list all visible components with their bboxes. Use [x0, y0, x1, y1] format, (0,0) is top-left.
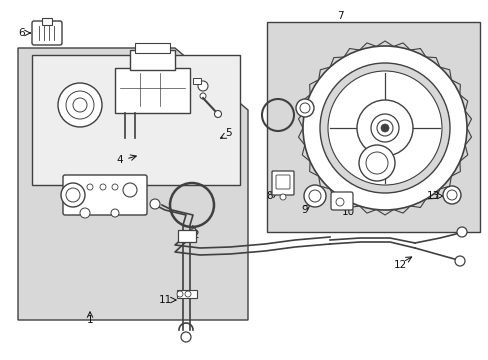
Text: 10: 10: [341, 207, 354, 217]
Circle shape: [177, 291, 183, 297]
Circle shape: [335, 198, 343, 206]
Circle shape: [370, 114, 398, 142]
Circle shape: [280, 194, 285, 200]
Circle shape: [66, 188, 80, 202]
Circle shape: [308, 190, 320, 202]
Text: 9: 9: [301, 205, 307, 215]
Circle shape: [327, 71, 441, 185]
Bar: [178, 230, 196, 242]
Text: 7: 7: [336, 11, 343, 21]
Circle shape: [356, 100, 412, 156]
Circle shape: [58, 83, 102, 127]
Bar: [266, 22, 479, 232]
Text: 8: 8: [266, 191, 273, 201]
Circle shape: [358, 145, 394, 181]
Circle shape: [200, 93, 205, 99]
Circle shape: [100, 184, 106, 190]
Text: 12: 12: [392, 260, 406, 270]
Bar: [193, 78, 201, 84]
Circle shape: [73, 98, 87, 112]
Circle shape: [61, 183, 85, 207]
Bar: [32, 55, 240, 185]
Bar: [177, 290, 197, 298]
Text: 3: 3: [115, 183, 121, 193]
Text: 11: 11: [158, 295, 171, 305]
Circle shape: [319, 63, 449, 193]
Circle shape: [442, 186, 460, 204]
FancyBboxPatch shape: [32, 21, 62, 45]
Text: 5: 5: [224, 128, 231, 138]
Circle shape: [299, 103, 309, 113]
Circle shape: [365, 152, 387, 174]
Circle shape: [304, 185, 325, 207]
Bar: [42, 18, 52, 25]
FancyBboxPatch shape: [271, 171, 293, 195]
Circle shape: [456, 227, 466, 237]
Bar: [130, 50, 175, 70]
Polygon shape: [18, 48, 247, 320]
Circle shape: [295, 99, 313, 117]
FancyBboxPatch shape: [330, 192, 352, 210]
Circle shape: [111, 209, 119, 217]
FancyBboxPatch shape: [275, 175, 289, 189]
Circle shape: [80, 208, 90, 218]
Circle shape: [214, 111, 221, 117]
Circle shape: [454, 256, 464, 266]
Circle shape: [66, 91, 94, 119]
Circle shape: [446, 190, 456, 200]
Bar: [115, 68, 190, 113]
Circle shape: [181, 332, 191, 342]
Bar: [135, 43, 170, 53]
Text: 4: 4: [117, 155, 123, 165]
Circle shape: [150, 199, 160, 209]
Circle shape: [112, 184, 118, 190]
Text: 6: 6: [19, 28, 25, 38]
Circle shape: [198, 81, 207, 91]
Circle shape: [87, 184, 93, 190]
Circle shape: [380, 124, 388, 132]
Text: 13: 13: [426, 191, 439, 201]
Circle shape: [376, 120, 392, 136]
Text: 1: 1: [86, 315, 93, 325]
Circle shape: [123, 183, 137, 197]
Text: 2: 2: [192, 230, 199, 240]
Circle shape: [184, 291, 191, 297]
Circle shape: [303, 46, 466, 210]
FancyBboxPatch shape: [63, 175, 147, 215]
